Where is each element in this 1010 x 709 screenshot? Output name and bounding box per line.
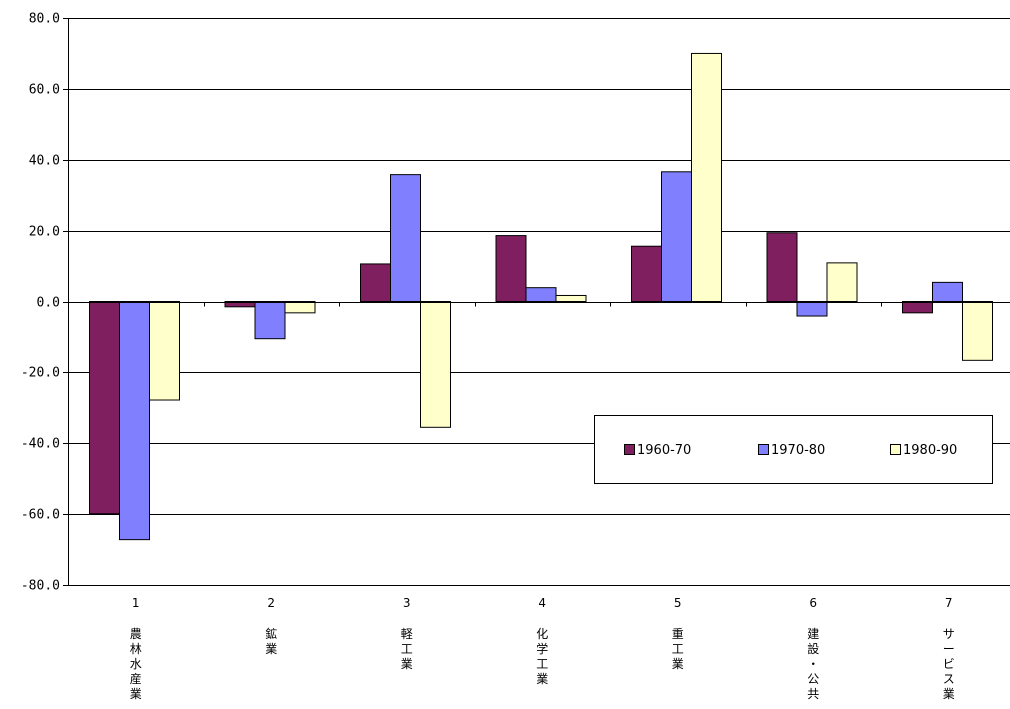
category-label-char: 業 bbox=[265, 642, 277, 656]
bar-1980-90-cat-2 bbox=[284, 301, 316, 314]
category-label-char: ・ bbox=[807, 657, 819, 671]
category-label-char: 公 bbox=[807, 672, 819, 686]
y-tick-labels: 80.0 60.0 40.0 20.0 0.0 -20.0 -40.0 -60.0 -80.0 bbox=[21, 12, 60, 594]
legend-label-1960-70: 1960-70 bbox=[637, 443, 691, 458]
bars bbox=[89, 52, 993, 541]
bar-1980-90-cat-1 bbox=[149, 301, 180, 401]
category-label-char: 工 bbox=[401, 642, 413, 656]
category-number: 3 bbox=[403, 596, 411, 610]
category-label-char: 業 bbox=[130, 687, 142, 701]
category-label-char: サ bbox=[943, 627, 955, 641]
y-tick-label: -80.0 bbox=[21, 579, 60, 594]
legend: 1960-70 1970-80 1980-90 bbox=[594, 415, 993, 484]
category-label-char: 業 bbox=[401, 657, 413, 671]
y-tick-label: 40.0 bbox=[29, 154, 60, 169]
category-label-char: 林 bbox=[130, 642, 142, 656]
category-label-char: 業 bbox=[536, 672, 548, 686]
bar-1960-70-cat-5 bbox=[631, 245, 662, 302]
category-label-char: 鉱 bbox=[265, 626, 277, 641]
bar-1960-70-cat-6 bbox=[766, 232, 798, 302]
y-tick-label: -60.0 bbox=[21, 508, 60, 523]
bar-1980-90-cat-6 bbox=[826, 262, 858, 303]
category-label-char: 工 bbox=[672, 642, 684, 656]
legend-box bbox=[594, 415, 993, 484]
category-label-char: 化 bbox=[536, 627, 548, 641]
category-number: 2 bbox=[267, 596, 275, 610]
category-number: 6 bbox=[809, 596, 817, 610]
legend-swatch-1980-90 bbox=[890, 444, 901, 455]
category-label-char: 業 bbox=[943, 687, 955, 701]
legend-label-1980-90: 1980-90 bbox=[903, 443, 957, 458]
category-label-char: 建 bbox=[807, 627, 819, 641]
bar-1970-80-cat-2 bbox=[254, 301, 286, 340]
legend-label-1970-80: 1970-80 bbox=[771, 443, 825, 458]
y-tick-label: 80.0 bbox=[29, 12, 60, 27]
legend-swatch-1970-80 bbox=[758, 444, 769, 455]
category-label-char: 学 bbox=[536, 641, 548, 656]
bar-1980-90-cat-3 bbox=[420, 301, 451, 428]
bar-1970-80-cat-1 bbox=[119, 301, 150, 541]
category-label-char: ビ bbox=[943, 657, 955, 671]
bar-1960-70-cat-4 bbox=[495, 235, 527, 302]
bar-1960-70-cat-1 bbox=[89, 301, 120, 515]
bar-1970-80-cat-3 bbox=[390, 174, 421, 302]
bar-1970-80-cat-6 bbox=[796, 301, 828, 317]
legend-swatch-1960-70 bbox=[624, 444, 635, 455]
category-label-char: 工 bbox=[536, 657, 548, 671]
axes bbox=[63, 18, 1010, 586]
bar-1960-70-cat-3 bbox=[360, 263, 391, 302]
bar-1980-90-cat-4 bbox=[555, 294, 587, 302]
category-label-char: 業 bbox=[672, 657, 684, 671]
bar-1970-80-cat-5 bbox=[661, 171, 692, 302]
category-label-char: 軽 bbox=[401, 627, 413, 641]
bar-1970-80-cat-4 bbox=[525, 287, 557, 303]
bar-1970-80-cat-7 bbox=[932, 281, 963, 302]
bar-1960-70-cat-7 bbox=[902, 301, 933, 314]
y-tick-label: 20.0 bbox=[29, 225, 60, 240]
category-number: 4 bbox=[538, 596, 546, 610]
y-tick-label: 60.0 bbox=[29, 83, 60, 98]
y-tick-label: -20.0 bbox=[21, 366, 60, 381]
category-label-char: 水 bbox=[130, 657, 142, 671]
category-label-char: 設 bbox=[807, 641, 819, 656]
bar-1980-90-cat-5 bbox=[691, 52, 722, 302]
y-tick-label: 0.0 bbox=[37, 296, 60, 311]
category-number: 1 bbox=[132, 596, 140, 610]
category-label-char: 産 bbox=[130, 671, 142, 686]
category-number: 7 bbox=[945, 596, 953, 610]
bar-1980-90-cat-7 bbox=[962, 301, 993, 361]
gridlines bbox=[68, 18, 1010, 586]
category-number: 5 bbox=[674, 596, 682, 610]
category-label-char: ー bbox=[943, 642, 955, 656]
category-label-char: 重 bbox=[672, 627, 684, 641]
category-label-char: ス bbox=[943, 672, 955, 686]
y-tick-label: -40.0 bbox=[21, 437, 60, 452]
category-label-char: 農 bbox=[130, 627, 142, 641]
category-label-char: 共 bbox=[807, 687, 819, 701]
